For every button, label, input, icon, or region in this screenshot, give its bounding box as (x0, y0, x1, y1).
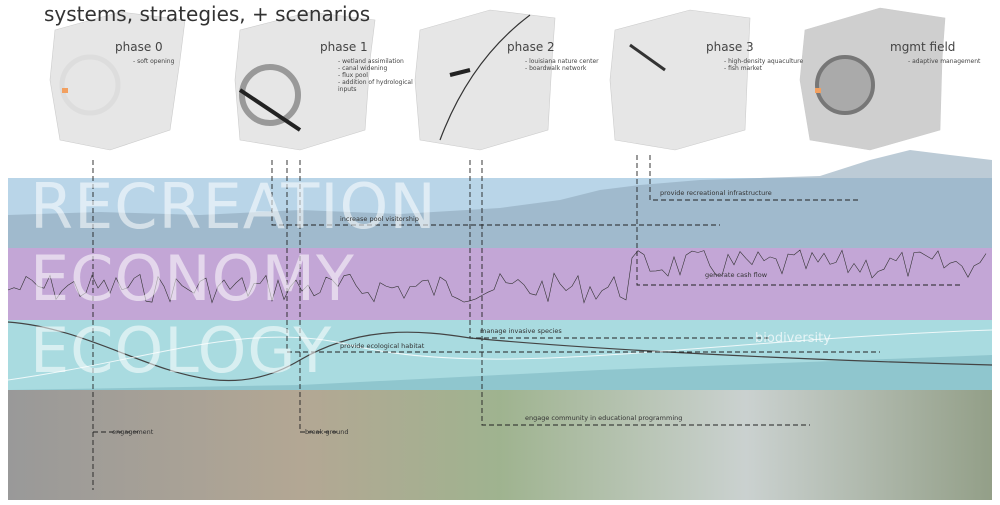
phase-notes: - adaptive management (908, 58, 988, 65)
phase-label: phase 2 (507, 40, 555, 54)
phase-notes: - soft opening (133, 58, 213, 65)
strategy-label: break ground (305, 428, 349, 436)
economy-band (8, 248, 992, 320)
strategy-label: engage community in educational programm… (525, 414, 683, 422)
phase-label: phase 0 (115, 40, 163, 54)
phase-label: phase 1 (320, 40, 368, 54)
phase-note: - wetland assimilation (338, 58, 404, 65)
phase-notes: - high-density aquaculture - fish market (724, 58, 804, 72)
strategy-label: generate cash flow (705, 271, 768, 279)
strategy-label: biodiversity (755, 331, 831, 346)
band-word: RECREATION (30, 170, 437, 243)
band-word: ECOLOGY (30, 314, 333, 387)
leaders (92, 155, 960, 490)
strategy-label: engagement (112, 428, 154, 436)
phase-note: - adaptive management (908, 58, 981, 65)
phase-notes: - wetland assimilation - canal widening - … (338, 58, 418, 93)
strategy-label: provide ecological habitat (340, 342, 425, 350)
phase-note: - addition of hydrological inputs (338, 79, 413, 93)
phase-notes: - louisiana nature center - boardwalk net… (525, 58, 605, 72)
phase-note: - canal widening (338, 65, 388, 72)
title: systems, strategies, + scenarios (44, 2, 371, 26)
phase-note: - louisiana nature center (525, 58, 599, 65)
phase-note: - boardwalk network (525, 65, 587, 72)
strategy-label: manage invasive species (480, 327, 562, 335)
phase-note: - flux pool (338, 72, 368, 79)
band-word: ECONOMY (30, 242, 355, 315)
strategy-label: provide recreational infrastructure (660, 189, 772, 197)
phase-label: phase 3 (706, 40, 754, 54)
phase-maps (49, 7, 946, 151)
strategy-label: increase pool visitorship (340, 215, 419, 223)
phase-label: mgmt field (890, 40, 956, 54)
phase-note: - high-density aquaculture (724, 58, 804, 65)
phase-note: - fish market (724, 65, 762, 72)
photo-strip (8, 390, 992, 500)
phase-note: - soft opening (133, 58, 175, 65)
